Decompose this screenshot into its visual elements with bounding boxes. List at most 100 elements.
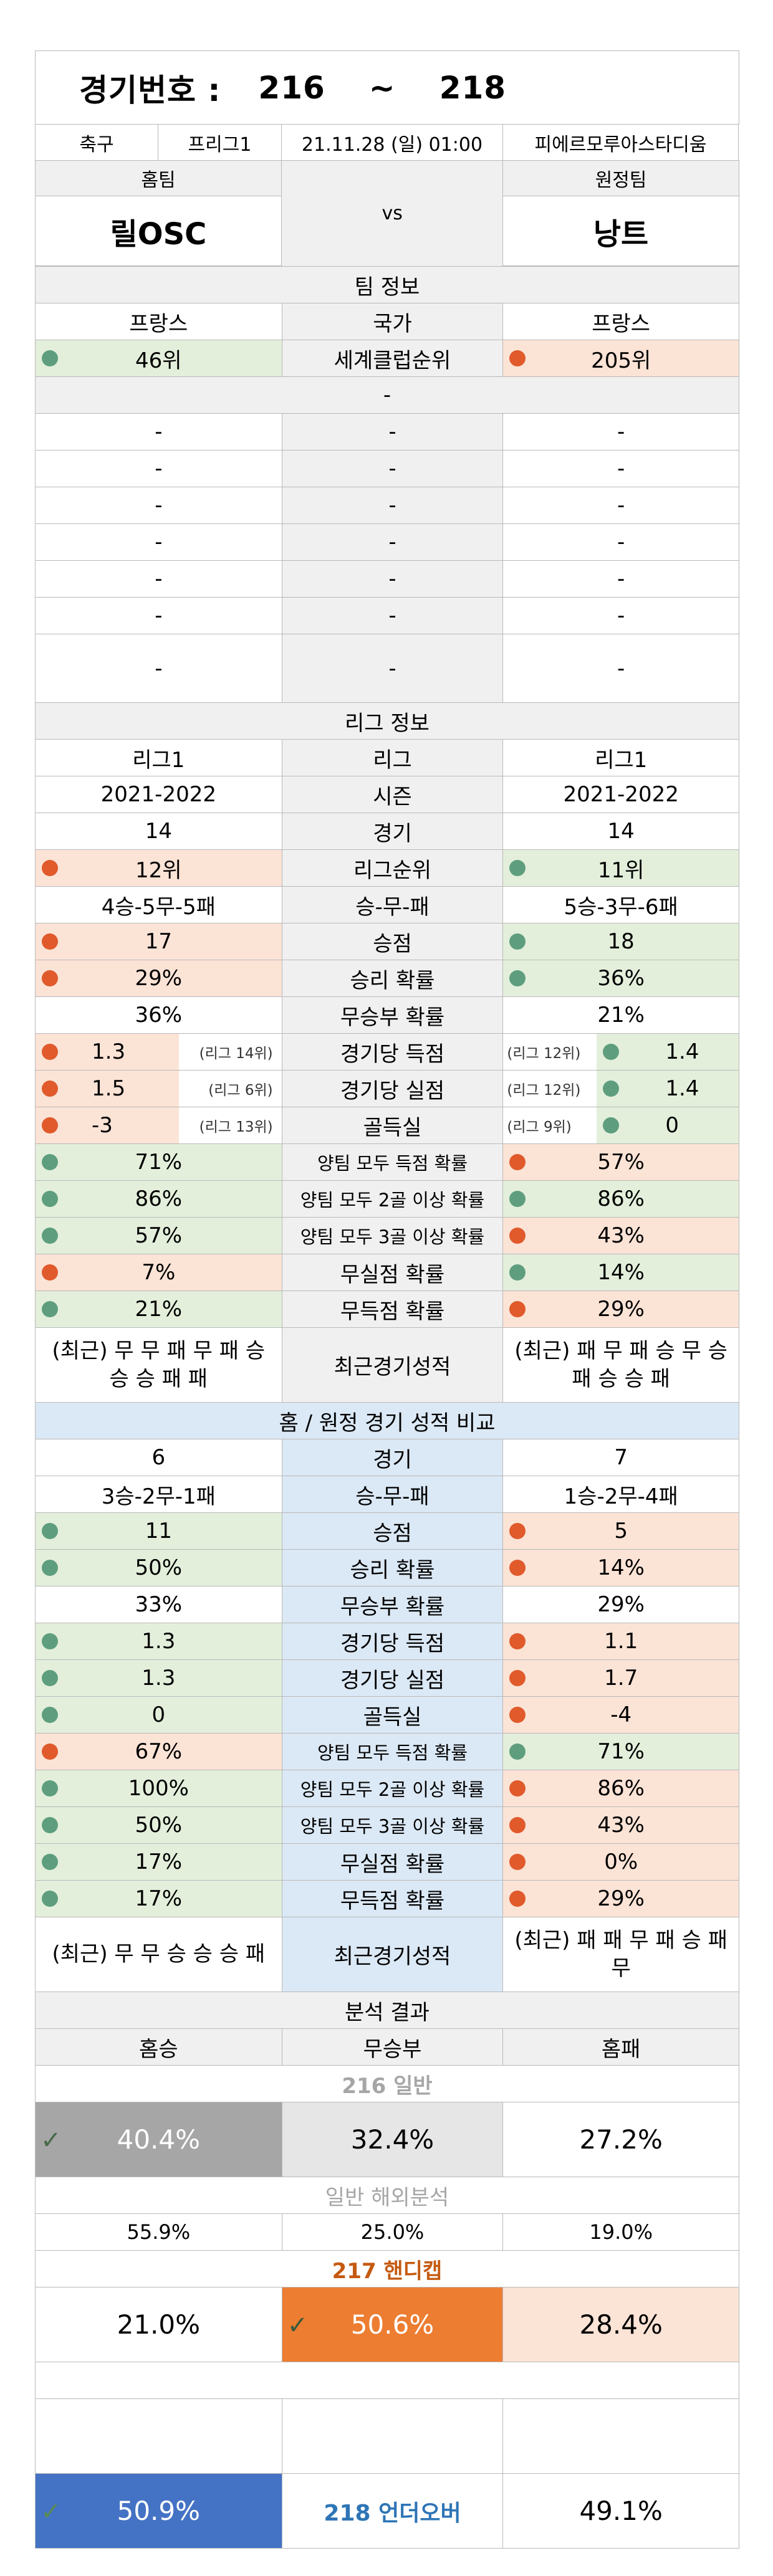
league-info-title: 리그 정보	[35, 702, 739, 740]
g218-over: 49.1%	[502, 2473, 740, 2549]
btts3-label-text: 양팀 모두 3골 이상 확률	[300, 1226, 485, 1247]
ha-goals-against-away: 1.7	[502, 1659, 740, 1697]
ha-btts-home-dot	[42, 1744, 58, 1760]
world-rank-away-dot	[509, 350, 526, 366]
league-home: 리그1	[35, 739, 282, 776]
ha-goal-diff-label-text: 골득실	[363, 1704, 422, 1730]
empty-row-6-home-value: -	[155, 603, 163, 628]
empty-row-6-home: -	[35, 597, 282, 634]
empty-row-5-away: -	[502, 560, 740, 598]
world-rank-label: 세계클럽순위	[281, 340, 504, 377]
recent-form-home: (최근) 무 무 패 무 패 승 승 승 패 패	[35, 1327, 282, 1403]
games-label-text: 경기	[373, 821, 412, 846]
league-home-value: 리그1	[132, 747, 185, 773]
goal-diff-home-rank: (리그 13위)	[199, 1119, 273, 1135]
ha-goal-diff-label: 골득실	[281, 1696, 504, 1734]
goals-for-home-dot	[42, 1044, 58, 1060]
analysis-header-away: 홈패	[502, 2028, 740, 2066]
ha-win-prob-label-text: 승리 확률	[350, 1557, 435, 1583]
ha-btts3-away-dot	[509, 1817, 526, 1833]
recent-form-away: (최근) 패 무 패 승 무 승 패 승 승 패	[502, 1327, 740, 1403]
goals-against-label-text: 경기당 실점	[340, 1078, 445, 1104]
empty-row-3-away-value: -	[617, 493, 625, 518]
goals-against-away: (리그 12위) 1.4	[502, 1070, 740, 1107]
fail-to-score-away-value: 29%	[597, 1297, 645, 1322]
goal-diff-label-text: 골득실	[363, 1115, 422, 1140]
ha-goal-diff-away-dot	[509, 1707, 526, 1723]
win-prob-away-dot	[509, 970, 526, 986]
wdl-label-text: 승-무-패	[355, 894, 430, 920]
ha-btts3-label-text: 양팀 모두 3골 이상 확률	[300, 1816, 485, 1837]
ha-win-prob-home-dot	[42, 1560, 58, 1576]
ha-fail-to-score-label: 무득점 확률	[281, 1880, 504, 1917]
ha-games-home-value: 6	[151, 1445, 166, 1470]
overseas-title: 일반 해외분석	[35, 2177, 739, 2214]
empty-row-3-home-value: -	[155, 493, 163, 518]
home-team-label: 홈팀	[35, 160, 282, 196]
btts-home-dot	[42, 1154, 58, 1170]
ha-clean-sheet-label-text: 무실점 확률	[340, 1851, 445, 1877]
ha-wdl-away: 1승-2무-4패	[502, 1476, 740, 1513]
league-rank-away: 11위	[502, 849, 740, 887]
analysis-title-text: 분석 결과	[345, 2000, 430, 2025]
overseas-draw-text: 25.0%	[360, 2220, 425, 2244]
win-prob-label-text: 승리 확률	[350, 968, 435, 993]
btts-home: 71%	[35, 1143, 282, 1181]
goals-for-away-rank: (리그 12위)	[507, 1046, 581, 1062]
ha-goals-against-label: 경기당 실점	[281, 1659, 504, 1697]
empty-row-3-label-text: -	[388, 493, 396, 518]
btts2-home-dot	[42, 1191, 58, 1207]
wdl-home-value: 4승-5무-5패	[101, 894, 216, 920]
btts3-away: 43%	[502, 1217, 740, 1254]
clean-sheet-home-dot	[42, 1264, 58, 1281]
team-info-dash: -	[35, 376, 739, 414]
btts-label: 양팀 모두 득점 확률	[281, 1143, 504, 1181]
ha-goals-for-away: 1.1	[502, 1623, 740, 1660]
empty-row-6-label: -	[281, 597, 504, 634]
goals-against-home-dot	[42, 1080, 58, 1097]
spacer-row	[35, 2362, 739, 2399]
away-team-name: 낭트	[502, 196, 739, 266]
analysis-title: 분석 결과	[35, 1992, 739, 2029]
g216-title: 216 일반	[35, 2065, 739, 2102]
points-home-value: 17	[145, 929, 172, 954]
league-away: 리그1	[502, 739, 740, 776]
clean-sheet-away: 14%	[502, 1254, 740, 1291]
g217-draw: ✓ 50.6%	[281, 2287, 504, 2362]
fail-to-score-home-dot	[42, 1301, 58, 1317]
vs-label: vs	[281, 160, 503, 267]
ha-points-away: 5	[502, 1512, 740, 1550]
ha-games-home: 6	[35, 1439, 282, 1476]
away-team-label: 원정팀	[502, 160, 739, 196]
draw-prob-home-value: 36%	[135, 1003, 183, 1028]
btts3-home-value: 57%	[135, 1223, 183, 1248]
goals-for-home-rank-bg	[179, 1034, 282, 1070]
ha-goals-against-away-dot	[509, 1670, 526, 1686]
fail-to-score-home: 21%	[35, 1290, 282, 1328]
ha-btts-label-text: 양팀 모두 득점 확률	[317, 1742, 468, 1763]
match-number-sep: ~	[368, 69, 396, 106]
empty-row-2-away-value: -	[617, 456, 625, 481]
goals-for-away: (리그 12위) 1.4	[502, 1033, 740, 1071]
blank-mid	[281, 2398, 504, 2474]
btts-label-text: 양팀 모두 득점 확률	[317, 1153, 468, 1174]
g218-under-text: 50.9%	[117, 2496, 201, 2526]
ha-goals-for-home: 1.3	[35, 1623, 282, 1660]
btts2-away: 86%	[502, 1180, 740, 1218]
season-away: 2021-2022	[502, 776, 740, 813]
ha-btts2-home-value: 100%	[128, 1776, 189, 1801]
games-home-value: 14	[145, 819, 172, 844]
empty-row-1-away-value: -	[617, 419, 625, 444]
g217-win-text: 21.0%	[117, 2309, 201, 2340]
season-home: 2021-2022	[35, 776, 282, 813]
btts3-label: 양팀 모두 3골 이상 확률	[281, 1217, 504, 1254]
win-prob-away: 36%	[502, 960, 740, 997]
ha-points-home-value: 11	[145, 1519, 172, 1543]
sport: 축구	[35, 124, 158, 161]
empty-row-6-away: -	[502, 597, 740, 634]
goals-for-away-value: 1.4	[665, 1039, 699, 1064]
g216-loss: 27.2%	[502, 2102, 740, 2177]
btts3-away-dot	[509, 1228, 526, 1244]
ha-goals-for-away-dot	[509, 1633, 526, 1649]
btts2-home: 86%	[35, 1180, 282, 1218]
